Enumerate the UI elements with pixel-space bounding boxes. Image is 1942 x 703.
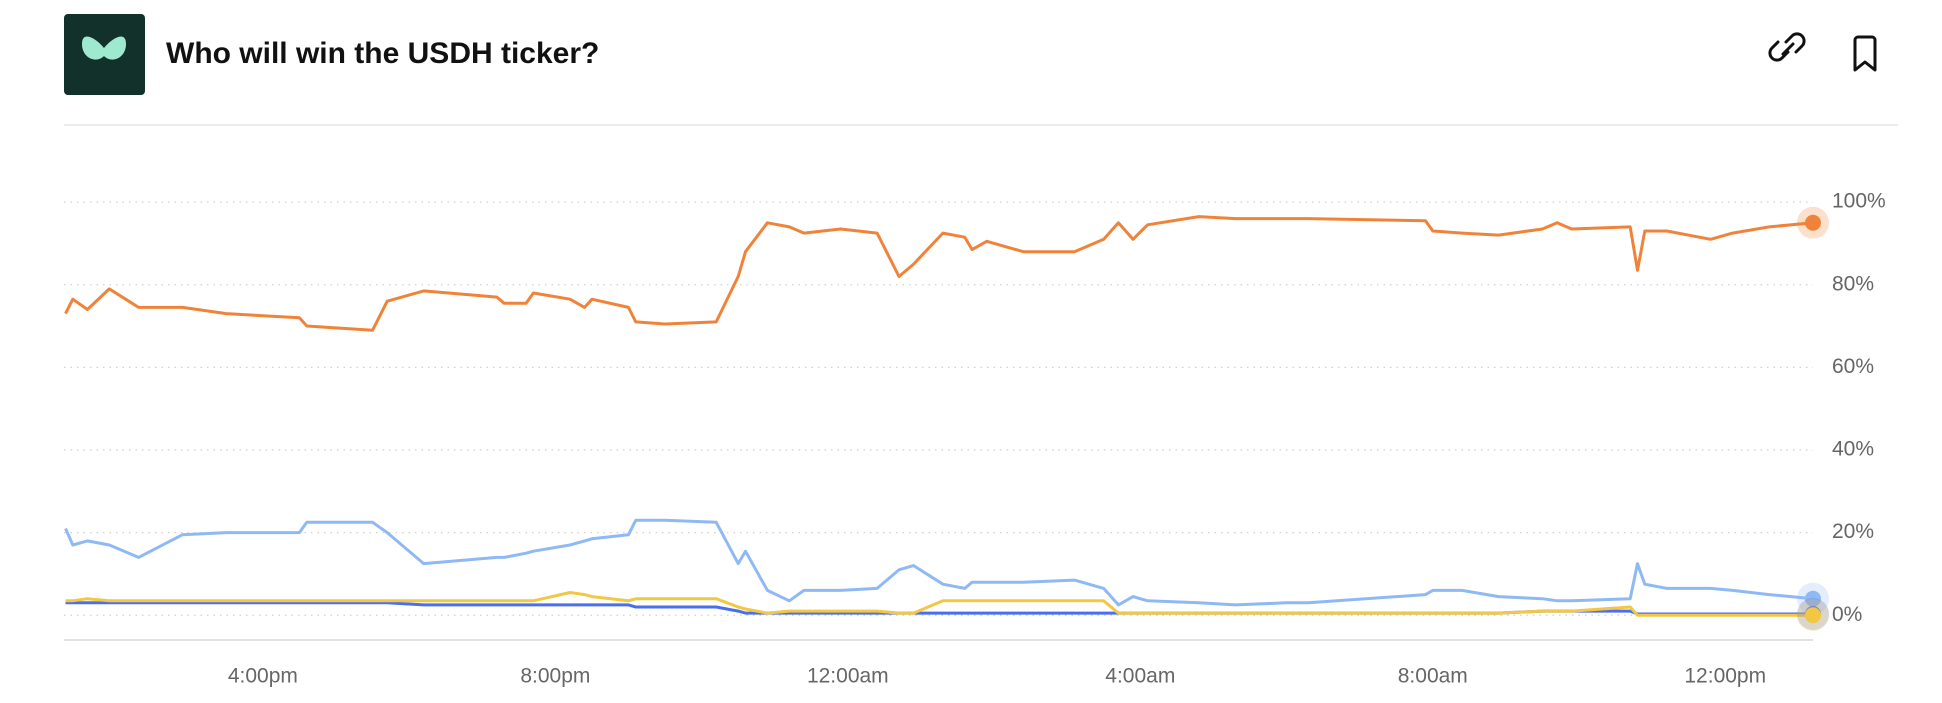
x-tick-label: 12:00am xyxy=(807,665,889,688)
x-tick-label: 4:00pm xyxy=(228,665,298,688)
y-tick-label: 40% xyxy=(1832,438,1874,461)
y-tick-label: 80% xyxy=(1832,272,1874,295)
logo-mark xyxy=(82,36,126,60)
end-dot xyxy=(1805,607,1821,624)
bookmark-icon[interactable] xyxy=(1853,35,1877,72)
y-tick-label: 60% xyxy=(1832,355,1874,378)
end-dot xyxy=(1805,214,1821,231)
x-tick-label: 4:00am xyxy=(1105,665,1175,688)
link-icon[interactable] xyxy=(1768,32,1806,62)
page-title: Who will win the USDH ticker? xyxy=(166,37,599,70)
y-tick-label: 20% xyxy=(1832,520,1874,543)
end-dot xyxy=(1805,590,1821,607)
series-line xyxy=(64,215,1814,332)
x-tick-label: 8:00pm xyxy=(520,665,590,688)
y-tick-label: 0% xyxy=(1832,603,1862,626)
series-line xyxy=(64,518,1814,607)
x-tick-label: 12:00pm xyxy=(1684,665,1766,688)
series-line xyxy=(65,591,1813,617)
x-tick-label: 8:00am xyxy=(1398,665,1468,688)
y-tick-label: 100% xyxy=(1832,190,1886,213)
